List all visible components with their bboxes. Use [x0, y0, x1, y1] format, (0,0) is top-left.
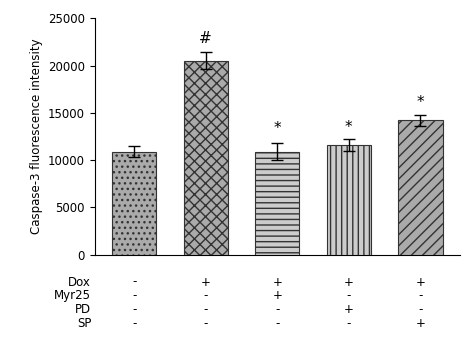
Text: -: -	[203, 289, 208, 302]
Text: +: +	[273, 289, 282, 302]
Text: +: +	[416, 276, 425, 289]
Text: -: -	[275, 303, 280, 316]
Text: -: -	[203, 317, 208, 330]
Text: SP: SP	[77, 317, 91, 330]
Text: Myr25: Myr25	[54, 289, 91, 302]
Text: *: *	[345, 120, 353, 135]
Text: -: -	[275, 317, 280, 330]
Y-axis label: Caspase-3 fluorescence intensity: Caspase-3 fluorescence intensity	[29, 39, 43, 234]
Text: -: -	[346, 317, 351, 330]
Bar	[398, 120, 443, 255]
Text: -: -	[132, 303, 137, 316]
Text: +: +	[416, 317, 425, 330]
Text: -: -	[132, 276, 137, 289]
Text: *: *	[417, 95, 424, 110]
Text: *: *	[273, 122, 281, 136]
Bar	[327, 145, 371, 255]
Text: -: -	[418, 289, 423, 302]
Bar	[183, 61, 228, 255]
Text: +: +	[201, 276, 210, 289]
Text: -: -	[346, 289, 351, 302]
Text: -: -	[418, 303, 423, 316]
Text: Dox: Dox	[68, 276, 91, 289]
Bar	[255, 152, 300, 255]
Bar	[112, 152, 156, 255]
Text: #: #	[200, 31, 212, 46]
Text: -: -	[132, 317, 137, 330]
Text: PD: PD	[75, 303, 91, 316]
Text: +: +	[273, 276, 282, 289]
Text: -: -	[132, 289, 137, 302]
Text: -: -	[203, 303, 208, 316]
Text: +: +	[344, 276, 354, 289]
Text: +: +	[344, 303, 354, 316]
